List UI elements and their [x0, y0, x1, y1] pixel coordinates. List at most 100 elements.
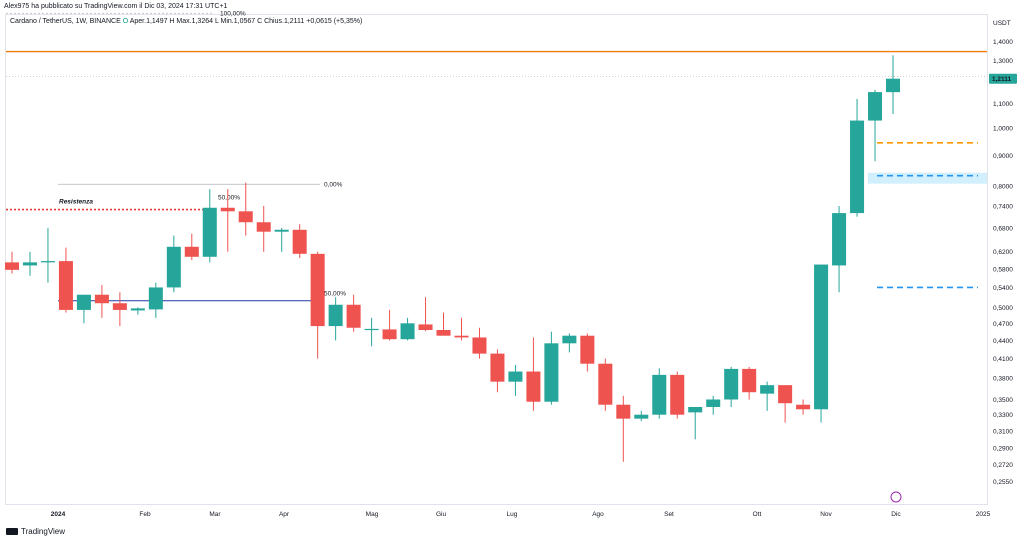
candle-up[interactable]	[76, 294, 91, 310]
y-tick-label: 0,4700	[993, 321, 1013, 328]
y-tick-label: 0,7400	[993, 204, 1013, 211]
fib-50-blue-label: 50,00%	[324, 291, 346, 298]
y-tick-label: 0,2900	[993, 446, 1013, 453]
y-tick-label: 0,8000	[993, 183, 1013, 190]
candle-up[interactable]	[508, 371, 523, 382]
x-tick-label: Apr	[279, 511, 290, 518]
candle-up[interactable]	[40, 261, 55, 263]
y-tick-label: 0,2550	[993, 479, 1013, 486]
event-icon[interactable]	[890, 491, 902, 503]
candle-up[interactable]	[814, 264, 829, 410]
y-tick-label: 0,4100	[993, 356, 1013, 363]
candle-up[interactable]	[148, 287, 163, 310]
x-tick-label: Set	[664, 511, 674, 518]
candle-down[interactable]	[472, 337, 487, 354]
x-tick-label: Feb	[139, 511, 151, 518]
y-tick-label: 0,3800	[993, 376, 1013, 383]
candle-up[interactable]	[166, 246, 181, 288]
tradingview-brand[interactable]: TradingView	[6, 527, 65, 536]
candle-down[interactable]	[796, 404, 811, 410]
candle-down[interactable]	[238, 211, 253, 223]
candle-up[interactable]	[400, 323, 415, 340]
chart-pane[interactable]	[5, 14, 988, 505]
candle-down[interactable]	[292, 229, 307, 254]
fib-0-label: 0,00%	[324, 181, 343, 188]
y-tick-label: 0,5800	[993, 266, 1013, 273]
candle-down[interactable]	[94, 294, 109, 304]
candle-up[interactable]	[544, 343, 559, 402]
candle-up[interactable]	[688, 406, 703, 413]
y-tick-label: 1,1000	[993, 101, 1013, 108]
candle-up[interactable]	[202, 207, 217, 257]
candle-down[interactable]	[454, 335, 469, 338]
candle-up[interactable]	[364, 328, 379, 331]
candle-down[interactable]	[616, 404, 631, 419]
x-tick-label: 2025	[976, 511, 991, 518]
ohlc-values: Aper.1,1497 H Max.1,3264 L Min.1,0567 C …	[129, 18, 363, 25]
candle-up[interactable]	[868, 92, 883, 121]
x-tick-label: Ott	[753, 511, 762, 518]
resistance-label: Resistenza	[59, 199, 93, 206]
x-tick-label: Mar	[209, 511, 221, 518]
x-tick-label: Dic	[891, 511, 901, 518]
candle-up[interactable]	[130, 308, 145, 311]
candle-down[interactable]	[220, 207, 235, 212]
y-tick-label: 0,5400	[993, 285, 1013, 292]
candle-down[interactable]	[526, 371, 541, 402]
brand-text: TradingView	[21, 527, 66, 536]
candle-up[interactable]	[22, 262, 37, 266]
published-by-header: Alex975 ha pubblicato su TradingView.com…	[4, 3, 228, 10]
candle-down[interactable]	[58, 261, 73, 310]
candle-down[interactable]	[580, 335, 595, 364]
tradingview-logo-icon	[6, 528, 18, 535]
candle-down[interactable]	[418, 324, 433, 331]
blue-zone	[868, 172, 987, 184]
fib-50-label-red: 50,00%	[218, 194, 240, 201]
candle-down[interactable]	[742, 368, 757, 393]
candle-down[interactable]	[346, 304, 361, 328]
candle-down[interactable]	[670, 374, 685, 415]
y-tick-label: 0,6800	[993, 225, 1013, 232]
candle-down[interactable]	[4, 262, 20, 270]
candle-down[interactable]	[310, 253, 325, 327]
candle-down[interactable]	[778, 385, 793, 404]
candle-up[interactable]	[706, 399, 721, 407]
candle-down[interactable]	[490, 353, 505, 382]
candle-down[interactable]	[256, 222, 271, 232]
y-tick-label: 0,5000	[993, 305, 1013, 312]
y-tick-label: 0,3500	[993, 397, 1013, 404]
x-tick-label: Giu	[436, 511, 447, 518]
candle-up[interactable]	[328, 304, 343, 327]
symbol-legend: Cardano / TetherUS, 1W, BINANCE O Aper.1…	[10, 18, 362, 25]
y-tick-label: 1,4000	[993, 39, 1013, 46]
y-tick-label: 0,3300	[993, 412, 1013, 419]
x-tick-label: Mag	[366, 511, 379, 518]
candle-up[interactable]	[885, 78, 901, 93]
candle-up[interactable]	[724, 368, 739, 400]
y-tick-label: 0,9000	[993, 153, 1013, 160]
y-tick-label: 0,4400	[993, 338, 1013, 345]
y-tick-label: 0,3100	[993, 428, 1013, 435]
candle-up[interactable]	[562, 335, 577, 344]
candle-up[interactable]	[274, 229, 289, 232]
candle-down[interactable]	[112, 303, 127, 310]
y-tick-label: 1,3000	[993, 58, 1013, 65]
candle-down[interactable]	[382, 329, 397, 340]
x-tick-label: Nov	[820, 511, 832, 518]
candle-up[interactable]	[652, 374, 667, 415]
candle-up[interactable]	[760, 385, 775, 394]
x-tick-label: Ago	[592, 511, 604, 518]
candle-down[interactable]	[436, 330, 451, 336]
candle-down[interactable]	[184, 246, 199, 257]
candle-up[interactable]	[832, 213, 847, 266]
y-tick-label: 0,6200	[993, 249, 1013, 256]
currency-label: USDT	[993, 20, 1011, 27]
symbol-name[interactable]: Cardano / TetherUS, 1W, BINANCE	[10, 18, 121, 25]
candle-down[interactable]	[598, 363, 613, 405]
candle-up[interactable]	[634, 414, 649, 419]
candle-up[interactable]	[850, 120, 865, 214]
fib-100-label: 100,00%	[220, 10, 246, 17]
open-indicator: O	[122, 18, 129, 25]
last-price-label: 1,2111	[992, 76, 1012, 83]
